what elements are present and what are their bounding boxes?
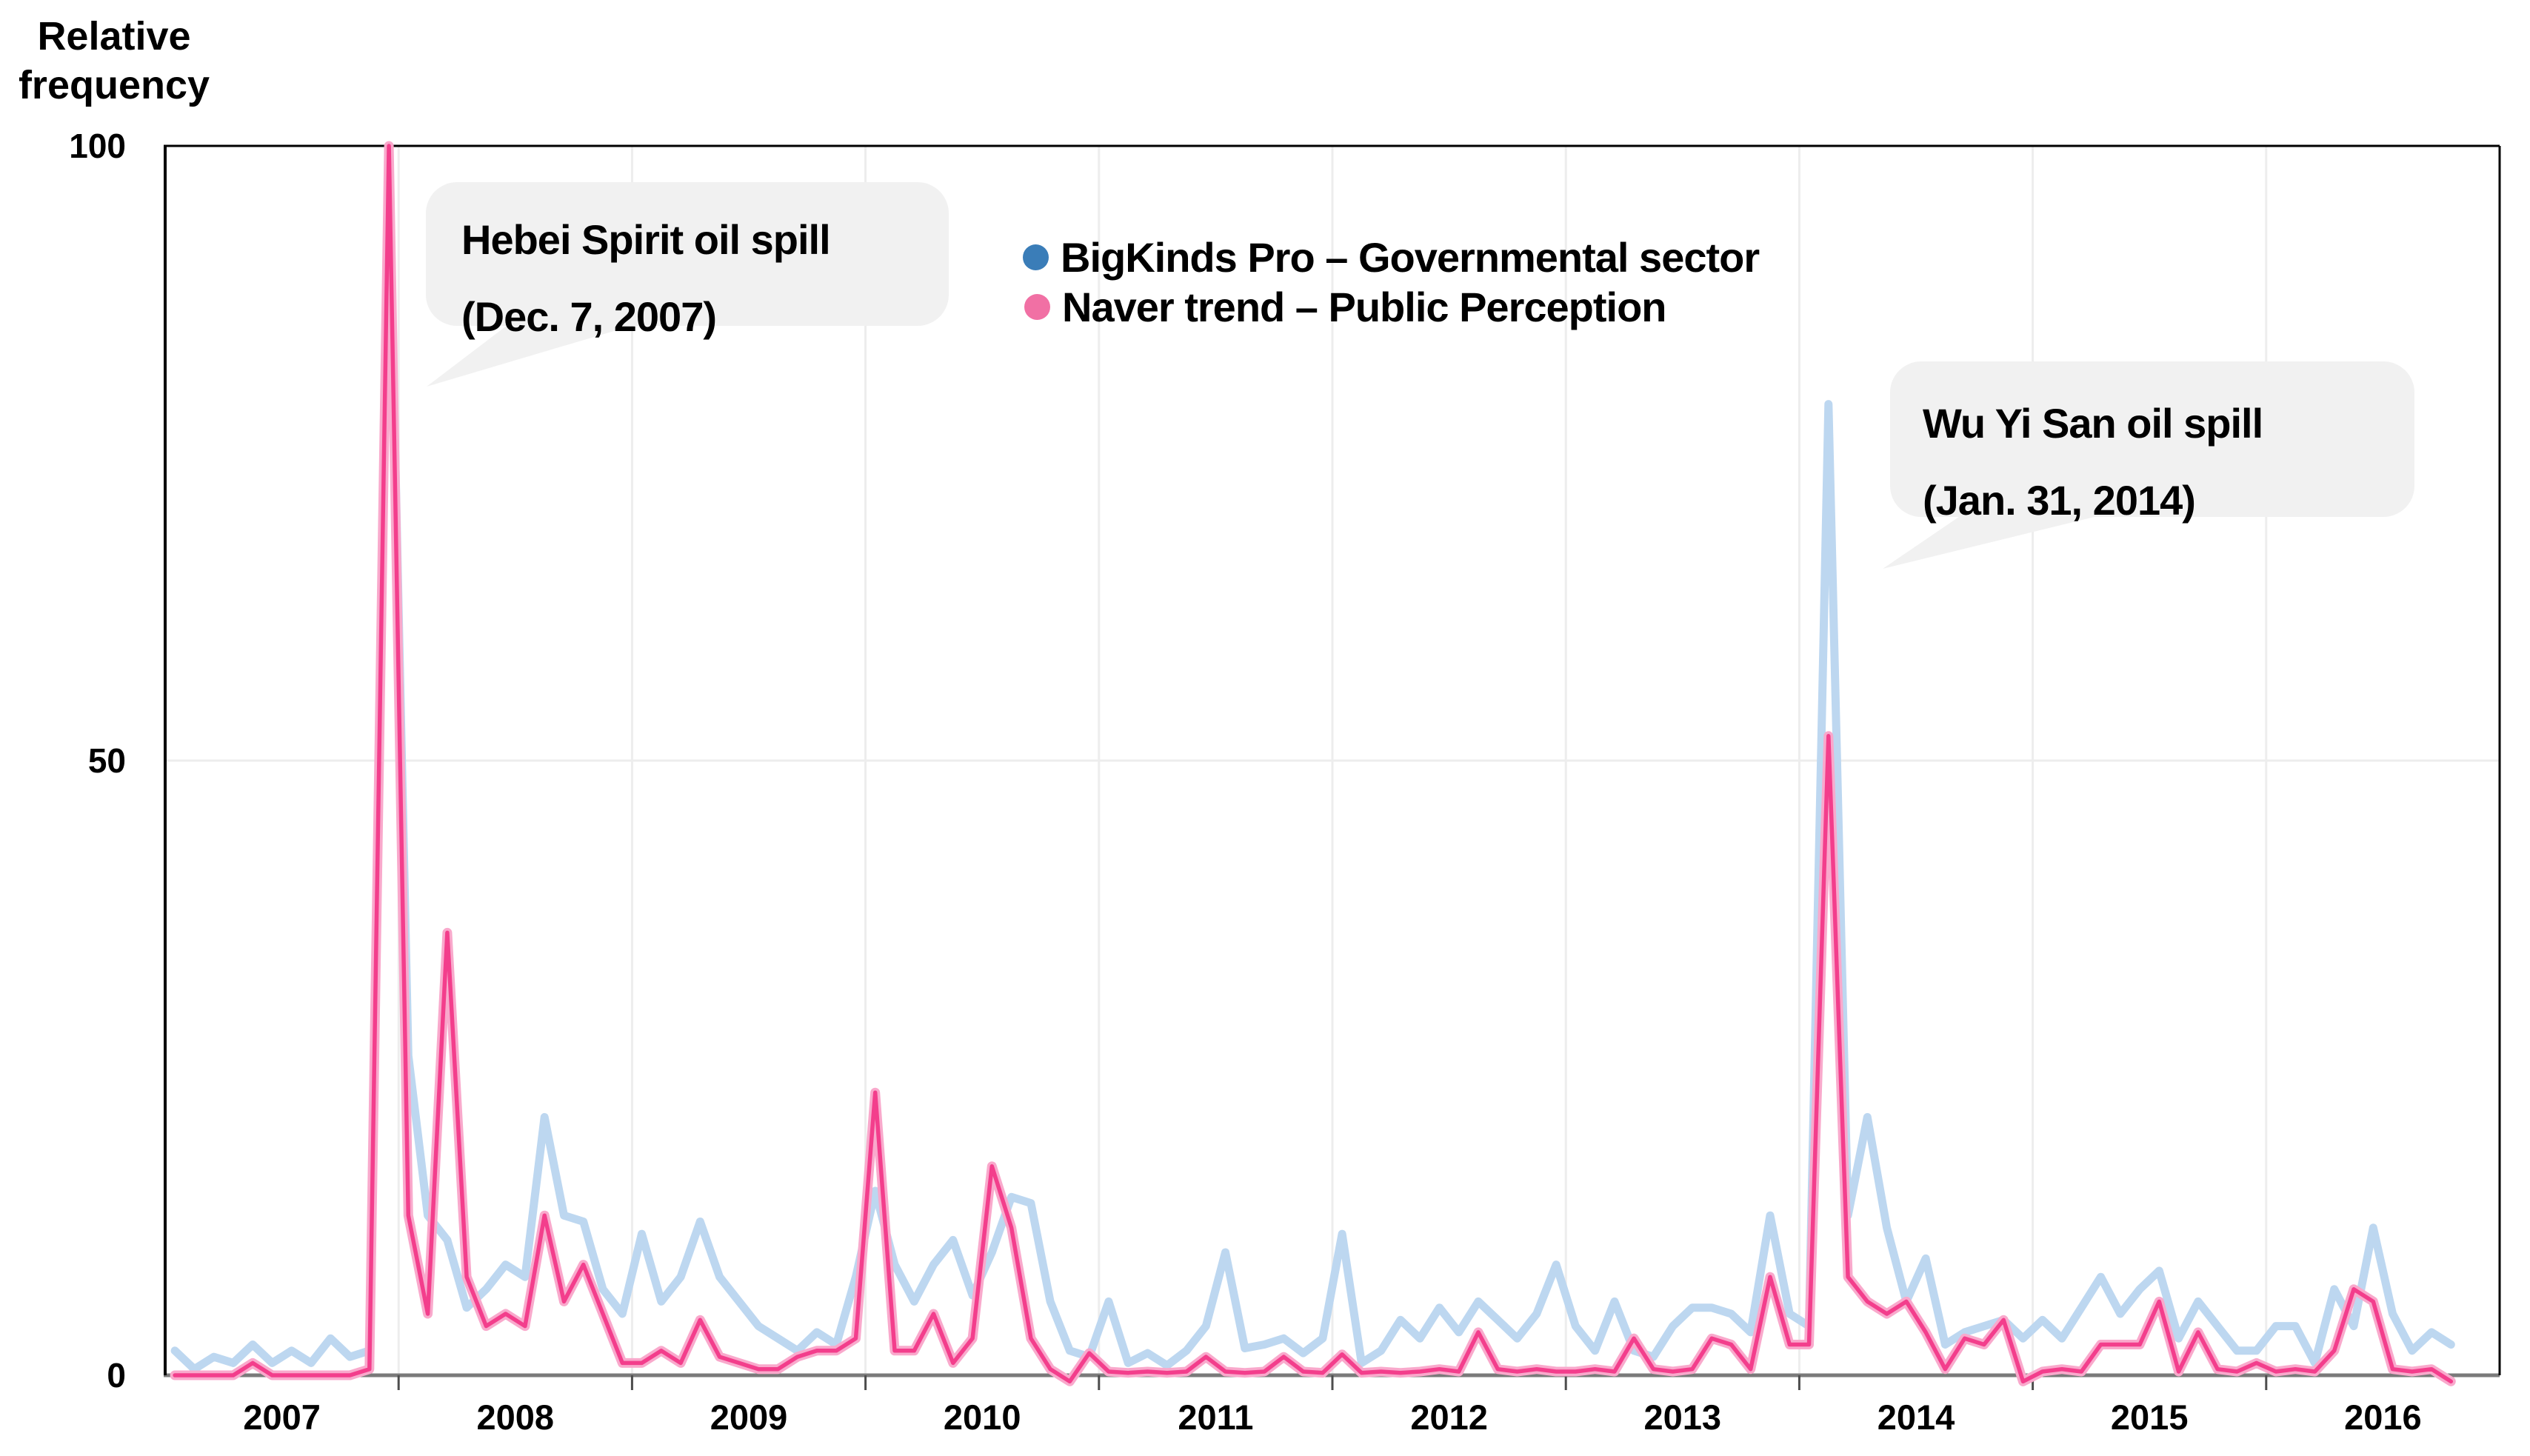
x-year-label: 2012 — [1410, 1397, 1488, 1437]
legend-label-governmental: BigKinds Pro – Governmental sector — [1061, 233, 1760, 281]
legend-item-public: Naver trend – Public Perception — [1024, 282, 1666, 331]
callout-wuyisan-title: Wu Yi San oil spill — [1923, 400, 2263, 447]
legend-marker-public-icon — [1024, 293, 1050, 320]
legend-label-public: Naver trend – Public Perception — [1062, 283, 1666, 330]
plot-frame — [164, 144, 2501, 1375]
x-year-label: 2008 — [476, 1397, 555, 1437]
x-year-label: 2015 — [2110, 1397, 2189, 1437]
series-line-governmental — [170, 160, 2455, 1374]
legend-marker-governmental-icon — [1023, 244, 1049, 270]
callout-wuyisan-date: (Jan. 31, 2014) — [1923, 477, 2196, 524]
y-tick-label: 100 — [69, 127, 126, 165]
x-year-label: 2009 — [710, 1397, 788, 1437]
x-year-label: 2014 — [1877, 1397, 1955, 1437]
y-tick-label: 50 — [87, 741, 126, 780]
series-line-public — [173, 144, 2454, 1384]
callout-hebei: Hebei Spirit oil spill (Dec. 7, 2007) — [426, 182, 949, 340]
x-year-label: 2016 — [2344, 1397, 2422, 1437]
callout-hebei-title: Hebei Spirit oil spill — [461, 216, 831, 263]
x-year-label: 2010 — [943, 1397, 1021, 1437]
x-year-label: 2011 — [1178, 1397, 1254, 1437]
x-tick-marks — [397, 1375, 2268, 1390]
x-year-label: 2013 — [1643, 1397, 1722, 1437]
x-year-label: 2007 — [243, 1397, 321, 1437]
callout-wuyisan: Wu Yi San oil spill (Jan. 31, 2014) — [1890, 361, 2414, 524]
legend-item-governmental: BigKinds Pro – Governmental sector — [1023, 233, 1760, 281]
callout-hebei-date: (Dec. 7, 2007) — [461, 293, 717, 340]
y-tick-label: 0 — [107, 1356, 126, 1395]
y-axis-title: Relative frequency — [18, 14, 210, 107]
